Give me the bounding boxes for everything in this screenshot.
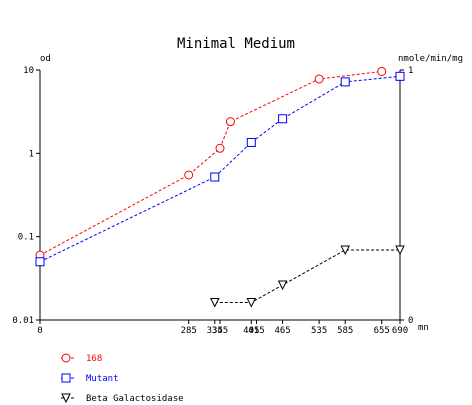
x-tick-label: 405	[243, 326, 259, 336]
y-left-axis-label: od	[40, 54, 51, 64]
legend: 168 Mutant Beta Galactosidase	[61, 353, 184, 404]
data-point	[246, 137, 256, 147]
legend-label: Mutant	[86, 374, 119, 384]
data-point	[61, 353, 71, 363]
x-tick-label: 345	[212, 326, 228, 336]
y-right-tick-label: 1	[408, 66, 413, 76]
data-point	[209, 298, 220, 308]
data-point	[225, 117, 235, 127]
series-beta-galactosidase	[209, 245, 405, 308]
y-left-tick-label: 1	[29, 149, 34, 159]
x-tick-label: 655	[374, 326, 390, 336]
series-line	[39, 70, 382, 256]
series-168	[35, 66, 387, 260]
x-tick-label: 585	[337, 326, 353, 336]
data-point	[210, 172, 220, 182]
legend-item: Beta Galactosidase	[61, 393, 184, 404]
y-left-tick-label: 0.01	[12, 316, 34, 326]
legend-label: Beta Galactosidase	[86, 394, 184, 404]
x-tick-label: 535	[311, 326, 327, 336]
data-point	[61, 373, 71, 383]
data-point	[184, 170, 194, 180]
data-point	[246, 298, 257, 308]
data-point	[278, 114, 288, 124]
x-tick-label: 690	[392, 326, 408, 336]
data-point	[377, 66, 387, 76]
legend-label: 168	[86, 354, 102, 364]
y-left-tick-label: 10	[23, 66, 34, 76]
legend-item: 168	[61, 353, 102, 364]
data-point	[395, 71, 405, 81]
data-point	[61, 393, 71, 404]
series-layer	[35, 66, 405, 308]
y-right-axis-label: nmole/min/mg	[398, 54, 463, 64]
x-axis-unit-label: mn	[418, 323, 429, 333]
x-tick-label: 415	[248, 326, 264, 336]
data-point	[340, 77, 350, 87]
x-tick-label: 335	[207, 326, 223, 336]
y-right-tick-label: 0	[408, 316, 413, 326]
x-tick-label: 285	[181, 326, 197, 336]
legend-item: Mutant	[61, 373, 119, 384]
chart-title: Minimal Medium	[177, 36, 295, 52]
series-line	[39, 75, 401, 263]
x-tick-label: 465	[274, 326, 290, 336]
data-point	[277, 280, 288, 291]
series-mutant	[35, 71, 405, 267]
data-point	[35, 257, 45, 267]
data-point	[340, 245, 351, 256]
data-point	[395, 245, 405, 256]
y-left-tick-label: 0.1	[18, 233, 34, 243]
data-point	[314, 74, 324, 84]
x-tick-label: 0	[37, 326, 42, 336]
series-line	[214, 249, 400, 303]
data-point	[215, 143, 225, 153]
